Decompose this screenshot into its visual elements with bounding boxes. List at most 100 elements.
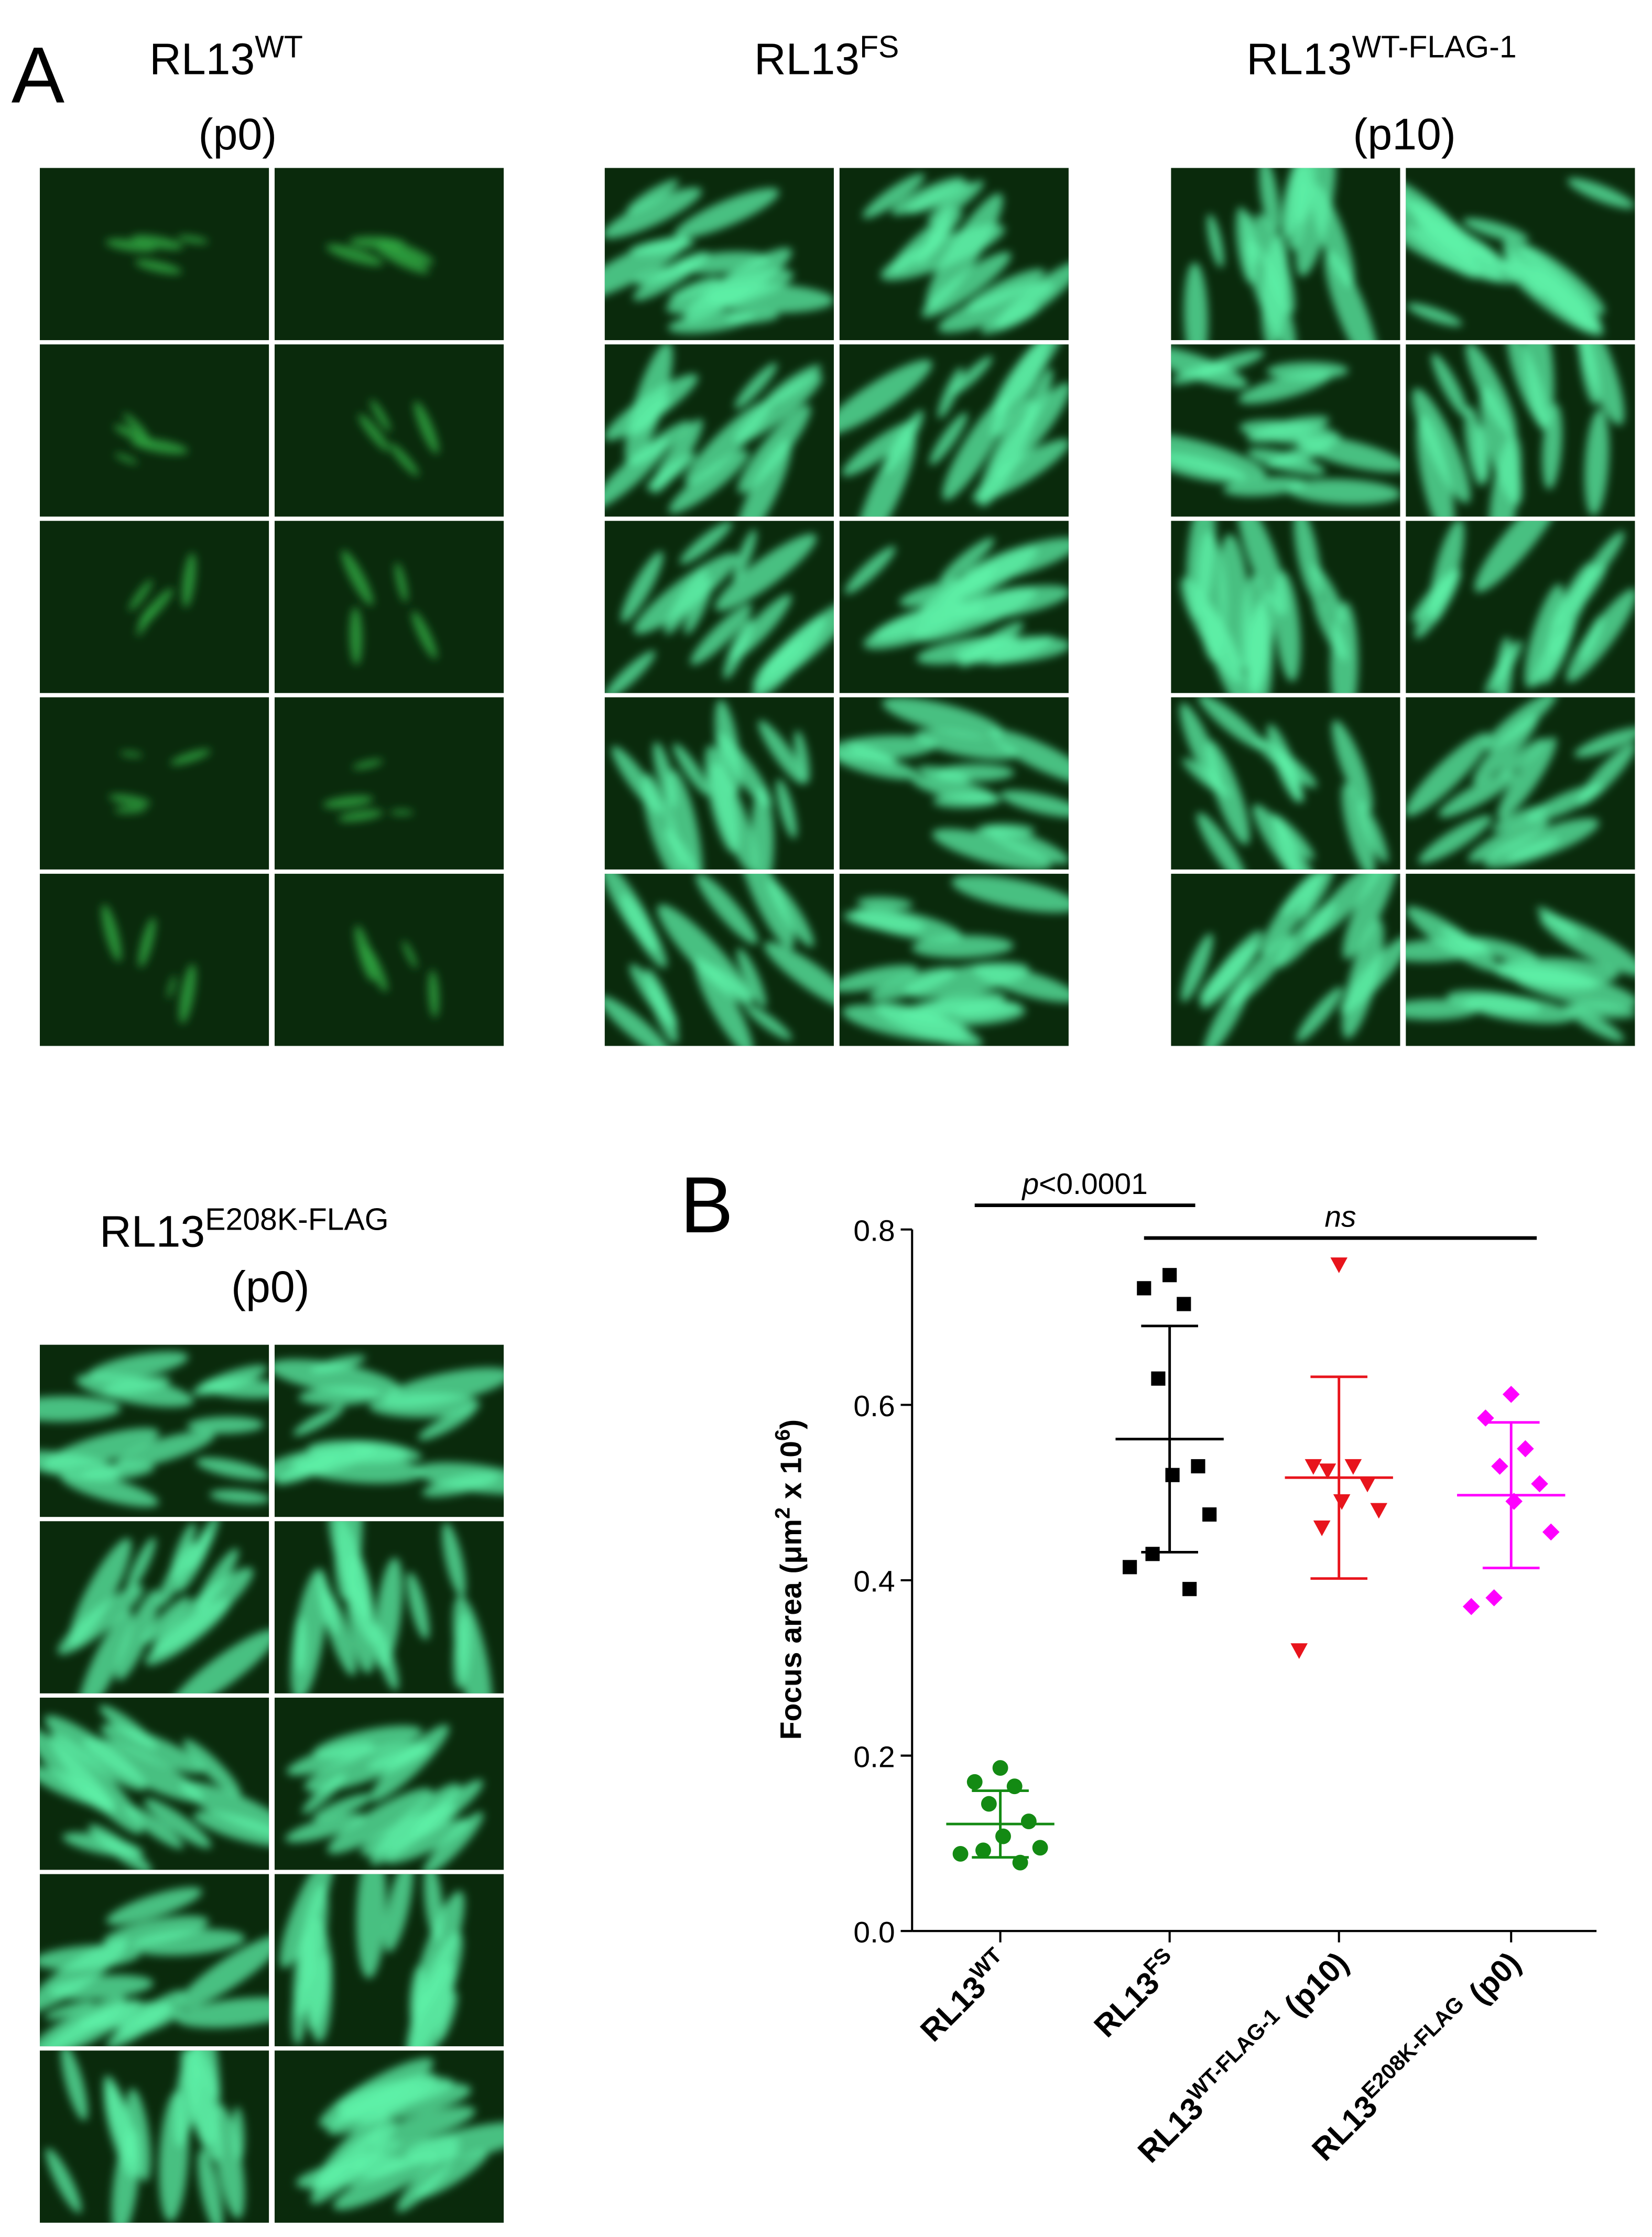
point <box>1313 1521 1331 1536</box>
cell <box>103 1376 171 1395</box>
cell <box>704 963 754 1001</box>
cell <box>183 1739 241 1797</box>
cells <box>101 904 197 1024</box>
cell <box>302 1773 346 1814</box>
cell <box>972 439 1069 502</box>
cell <box>40 1938 129 2013</box>
text-part: ) <box>774 1419 808 1429</box>
cell <box>1266 362 1349 380</box>
cell <box>402 940 417 969</box>
cell <box>195 1458 269 1480</box>
point <box>981 1796 997 1812</box>
cell <box>46 2148 82 2213</box>
cell <box>1342 783 1375 870</box>
cells <box>839 875 1069 1046</box>
point <box>1165 1468 1180 1482</box>
cell <box>856 897 913 910</box>
cell <box>1407 303 1462 327</box>
y-tick-label: 0.0 <box>853 1916 895 1949</box>
cell <box>310 1355 366 1373</box>
cell <box>951 356 993 395</box>
cell <box>180 1781 269 1840</box>
group-passage: (p0) <box>231 1262 310 1311</box>
cell <box>352 759 383 769</box>
cell <box>338 809 383 822</box>
cell <box>114 453 138 464</box>
cells <box>46 2050 245 2223</box>
cell <box>1584 409 1610 516</box>
cell <box>389 810 414 816</box>
cell <box>1023 368 1053 431</box>
cell <box>182 552 196 608</box>
superscript: WT <box>255 30 303 64</box>
text-part: <0.0001 <box>1039 1167 1148 1201</box>
cell <box>1440 927 1490 954</box>
micrograph <box>274 520 504 693</box>
cell <box>1180 577 1244 684</box>
cell <box>145 1599 231 1666</box>
cell <box>341 550 374 606</box>
cell <box>410 1965 425 2030</box>
cell <box>675 188 779 238</box>
cells <box>1406 906 1635 1042</box>
cell <box>334 1521 363 1600</box>
cells <box>354 925 439 1018</box>
cell <box>695 874 758 944</box>
cell <box>645 969 678 1044</box>
cell <box>891 177 965 215</box>
cell <box>298 1386 383 1406</box>
text-part: RL13 <box>754 34 860 83</box>
cell <box>415 1462 504 1495</box>
cell <box>680 521 732 564</box>
cell <box>1332 720 1373 812</box>
cell <box>911 775 998 803</box>
cell <box>1574 727 1635 757</box>
cell <box>374 1557 403 1669</box>
significance-label: ns <box>1324 1200 1356 1233</box>
cell <box>131 235 183 250</box>
cell <box>921 252 1012 318</box>
cell <box>642 774 681 870</box>
cell <box>932 829 1052 870</box>
cell <box>863 173 925 219</box>
cell <box>1417 415 1454 517</box>
cell <box>737 948 766 1008</box>
cell <box>322 1591 356 1676</box>
text-part: x 10 <box>774 1441 808 1507</box>
micrograph <box>40 697 269 870</box>
point <box>1191 1459 1205 1474</box>
cells <box>1406 178 1635 336</box>
cell <box>1171 433 1266 480</box>
cell <box>1439 772 1516 818</box>
cell <box>1510 968 1635 1009</box>
cell <box>621 893 667 968</box>
cell <box>138 917 156 968</box>
cells <box>839 344 1069 517</box>
cell <box>1286 168 1307 251</box>
cells <box>604 344 823 517</box>
cell <box>1240 420 1341 445</box>
cell <box>1572 344 1625 426</box>
cell <box>938 367 963 419</box>
cell <box>370 1724 449 1801</box>
cell <box>423 1811 484 1870</box>
cell <box>106 1887 202 1925</box>
cell <box>1287 479 1400 505</box>
cell <box>358 414 389 452</box>
cell <box>1255 213 1295 314</box>
cell <box>313 1794 373 1821</box>
cell <box>730 594 792 660</box>
cell <box>911 935 1014 958</box>
group-title: RL13FS <box>754 30 899 84</box>
cell <box>442 1522 466 1598</box>
cell <box>1566 589 1635 682</box>
cell <box>292 1981 307 2045</box>
cell <box>135 259 182 275</box>
cell <box>108 794 151 806</box>
cell <box>1330 601 1358 693</box>
cell <box>323 795 374 809</box>
cells <box>1412 344 1625 517</box>
cell <box>669 277 719 300</box>
point <box>1485 1589 1503 1606</box>
